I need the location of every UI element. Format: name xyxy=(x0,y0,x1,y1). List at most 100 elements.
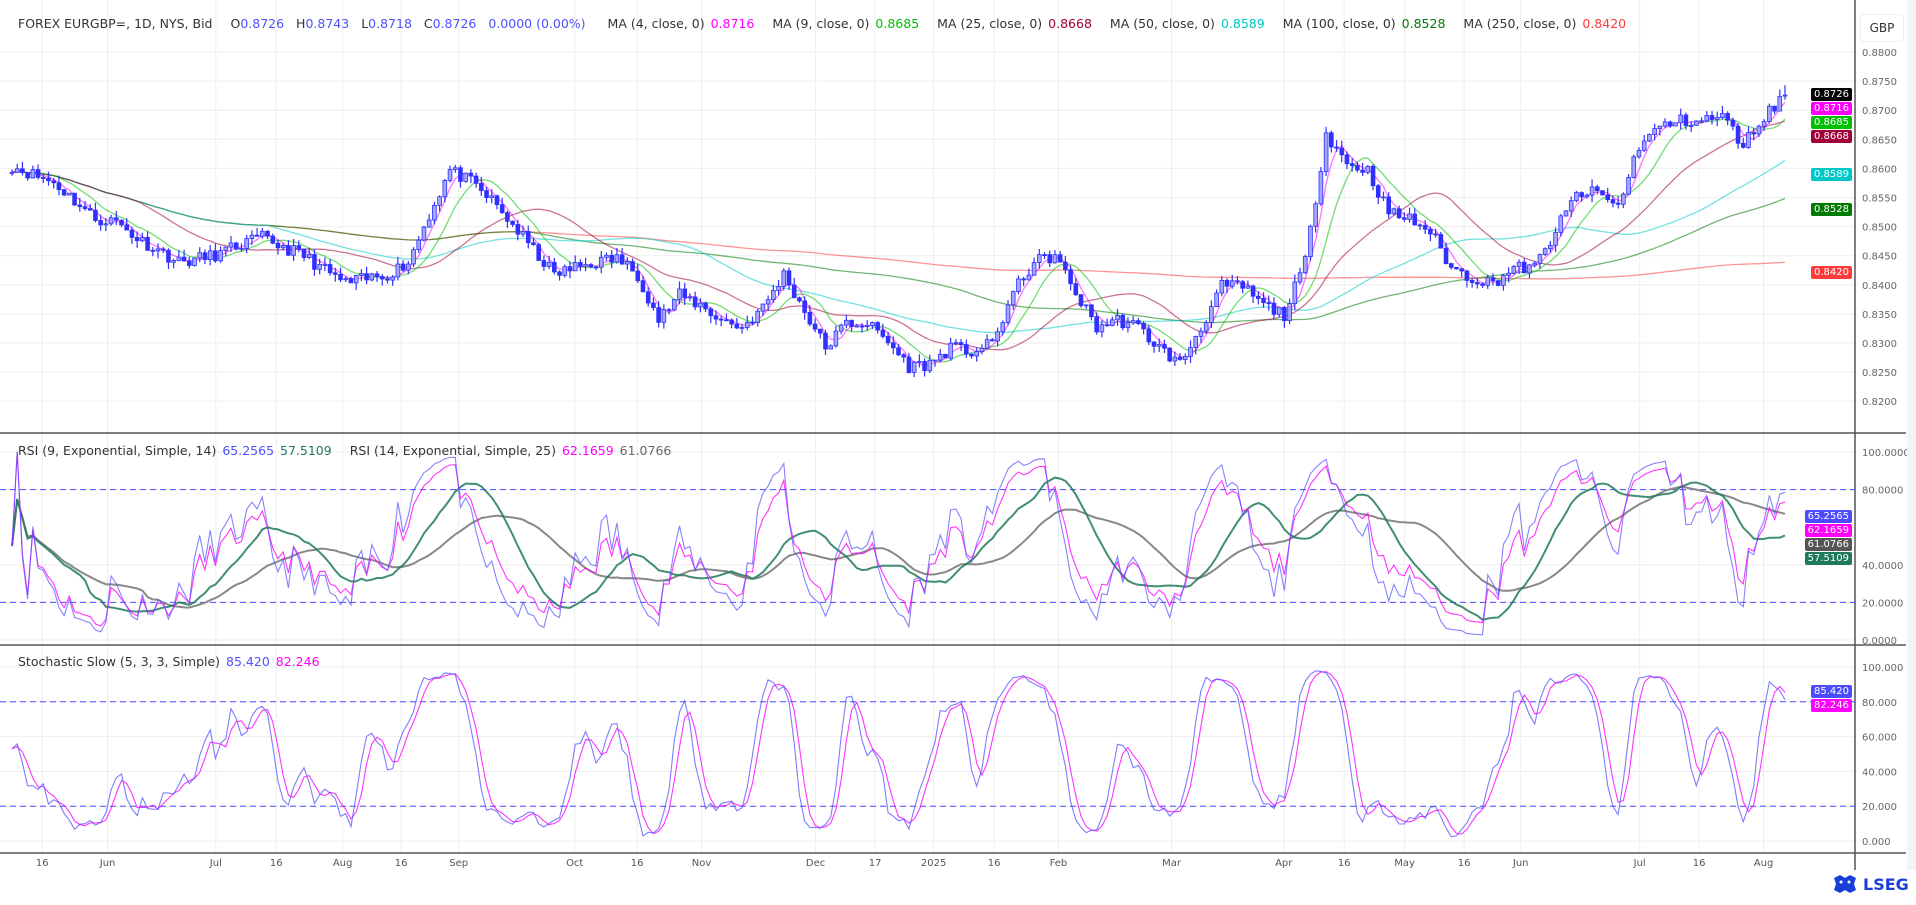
candle-down xyxy=(1344,154,1350,165)
stochastic-k-value: 85.420 xyxy=(226,654,270,669)
candle-down xyxy=(186,260,192,266)
candle-up xyxy=(1302,256,1308,274)
ma50-value: 0.8589 xyxy=(1220,16,1265,31)
candle-down xyxy=(479,182,484,191)
candle-down xyxy=(1402,217,1407,220)
candle-down xyxy=(593,266,599,269)
rsi1-value: 65.2565 xyxy=(222,443,275,458)
price-legend: FOREX EURGBP=, 1D, NYS, Bid O0.8726 H0.8… xyxy=(18,16,1626,31)
candle-up xyxy=(67,192,72,196)
candle-down xyxy=(880,329,886,337)
candle-down xyxy=(1521,261,1527,274)
candle-down xyxy=(113,217,119,221)
close-label: C xyxy=(423,16,433,31)
candle-up xyxy=(979,347,985,352)
candle-down xyxy=(922,361,927,372)
x-tick-label: 16 xyxy=(1338,858,1351,869)
candle-up xyxy=(771,290,776,301)
rsi-tick-label: 80.0000 xyxy=(1862,486,1903,497)
candle-up xyxy=(1694,120,1699,126)
candle-up xyxy=(1511,266,1517,274)
candle-up xyxy=(1704,115,1710,122)
candle-up xyxy=(426,219,432,228)
candle-up xyxy=(432,204,437,221)
candle-down xyxy=(515,224,521,235)
candle-down xyxy=(51,180,57,184)
ma9-label: MA (9, close, 0) xyxy=(772,16,870,31)
rsi1-signal-line xyxy=(11,476,1786,621)
candle-down xyxy=(1375,185,1381,198)
candle-down xyxy=(567,266,573,272)
candle-down xyxy=(1600,190,1605,196)
rsi2-signal-line xyxy=(11,485,1786,609)
price-tick-label: 0.8450 xyxy=(1862,252,1897,263)
candle-up xyxy=(1026,274,1032,281)
candle-up xyxy=(1010,291,1016,306)
candle-down xyxy=(1329,132,1334,148)
candle-down xyxy=(969,353,974,357)
candle-down xyxy=(1104,324,1110,327)
candle-down xyxy=(510,220,515,225)
x-tick-label: 16 xyxy=(988,858,1001,869)
candle-down xyxy=(181,256,187,262)
candle-down xyxy=(374,273,380,277)
candle-down xyxy=(640,280,646,293)
rsi1-line xyxy=(11,451,1786,636)
candle-down xyxy=(1078,294,1084,306)
candle-down xyxy=(1464,270,1470,281)
candle-up xyxy=(1589,186,1595,196)
candle-down xyxy=(1240,281,1245,289)
candle-down xyxy=(296,245,302,250)
candle-down xyxy=(635,270,641,282)
candle-up xyxy=(1209,306,1214,323)
candle-up xyxy=(984,339,990,349)
candle-down xyxy=(906,356,912,373)
candle-down xyxy=(134,237,140,242)
candle-down xyxy=(379,276,385,280)
candle-up xyxy=(1782,94,1788,97)
stochastic-tick-label: 0.000 xyxy=(1862,837,1891,848)
candle-down xyxy=(885,335,891,344)
close-value: 0.8726 xyxy=(432,16,477,31)
candle-down xyxy=(750,321,755,324)
open-label: O xyxy=(230,16,241,31)
symbol-label: FOREX EURGBP=, 1D, NYS, Bid xyxy=(18,16,213,31)
candle-down xyxy=(541,260,547,267)
x-tick-label: Dec xyxy=(806,858,825,869)
candle-up xyxy=(1621,193,1626,205)
candle-down xyxy=(1177,356,1183,360)
candle-down xyxy=(666,309,672,312)
candle-down xyxy=(254,234,260,237)
candle-up xyxy=(844,319,849,326)
candle-up xyxy=(1626,176,1631,195)
candle-down xyxy=(1709,115,1715,120)
candle-down xyxy=(1282,306,1287,322)
candle-down xyxy=(1271,302,1277,315)
candle-up xyxy=(1563,210,1569,217)
rsi-tick-label: 40.0000 xyxy=(1862,561,1903,572)
candle-up xyxy=(14,168,20,173)
candle-down xyxy=(703,302,708,310)
candle-up xyxy=(416,239,422,251)
candle-up xyxy=(1673,122,1678,127)
candle-down xyxy=(724,319,729,322)
candle-up xyxy=(306,254,312,258)
price-tick-label: 0.8600 xyxy=(1862,164,1897,175)
candle-down xyxy=(1469,280,1475,283)
candle-down xyxy=(499,204,505,214)
ma100-label: MA (100, close, 0) xyxy=(1282,16,1396,31)
candle-down xyxy=(849,319,854,327)
candle-down xyxy=(1334,146,1339,149)
candle-down xyxy=(943,353,948,359)
currency-button[interactable]: GBP xyxy=(1860,14,1904,42)
candle-down xyxy=(1355,165,1360,171)
candle-down xyxy=(734,323,740,329)
candle-down xyxy=(129,229,135,238)
candle-down xyxy=(1261,298,1266,304)
candle-up xyxy=(192,257,197,266)
candle-up xyxy=(1016,278,1021,293)
candle-down xyxy=(875,322,880,331)
candle-up xyxy=(343,278,349,281)
candle-up xyxy=(1052,254,1058,264)
